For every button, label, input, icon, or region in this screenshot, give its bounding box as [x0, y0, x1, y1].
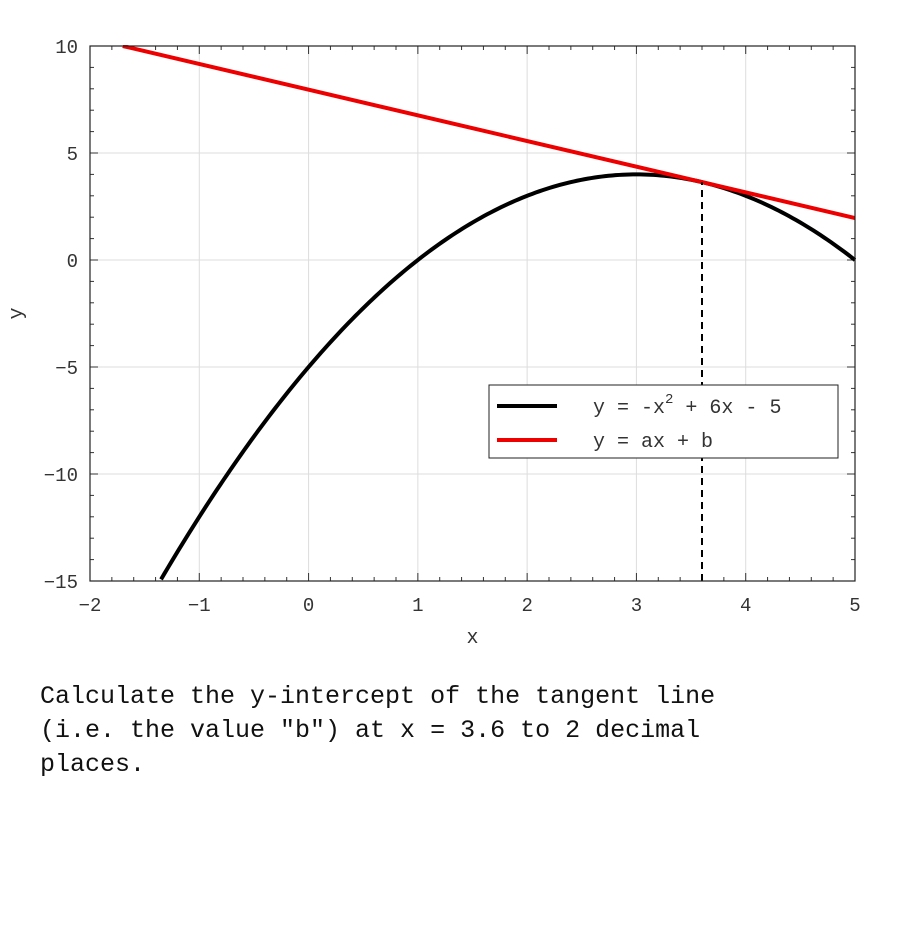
question-line-3: places.: [40, 750, 146, 779]
question-line-2: (i.e. the value "b") at x = 3.6 to 2 dec…: [40, 716, 701, 745]
series-line-1: [159, 172, 856, 581]
x-tick-label: −1: [188, 595, 211, 617]
y-axis-label: y: [6, 307, 29, 319]
x-tick-label: 5: [849, 595, 860, 617]
x-tick-label: 1: [412, 595, 423, 617]
x-tick-label: 3: [631, 595, 642, 617]
y-tick-label: 5: [67, 144, 78, 166]
x-tick-label: 4: [740, 595, 751, 617]
legend-box: [488, 384, 839, 459]
legend: y = -x2 + 6x - 5 y = ax + b: [488, 384, 839, 459]
plot-frame: [89, 45, 856, 582]
y-tick-label: −10: [44, 465, 78, 487]
question-line-1: Calculate the y-intercept of the tangent…: [40, 682, 716, 711]
series-line-2: [122, 45, 856, 221]
y-tick-label: 0: [67, 251, 78, 273]
x-tick-label: −2: [79, 595, 102, 617]
y-tick-label: −15: [44, 572, 78, 594]
question-text: Calculate the y-intercept of the tangent…: [40, 680, 860, 782]
y-tick-label: −5: [55, 358, 78, 380]
x-axis-label: x: [466, 627, 478, 650]
y-tick-label: 10: [55, 37, 78, 59]
legend-label-1: y = -x2 + 6x - 5: [593, 392, 781, 420]
x-tick-label: 0: [303, 595, 314, 617]
series-layer: [122, 45, 856, 581]
legend-label-2: y = ax + b: [593, 431, 713, 454]
x-tick-label: 2: [521, 595, 532, 617]
